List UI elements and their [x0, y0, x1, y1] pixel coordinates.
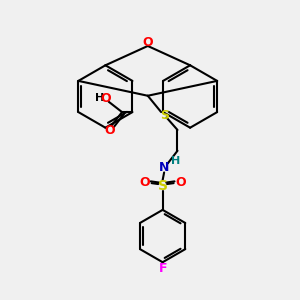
Text: N: N [159, 160, 169, 174]
Text: H: H [171, 156, 180, 166]
Text: O: O [176, 176, 186, 189]
Text: O: O [100, 92, 111, 105]
Text: S: S [158, 178, 168, 193]
Text: O: O [142, 36, 153, 49]
Text: S: S [160, 109, 169, 122]
Text: O: O [139, 176, 149, 189]
Text: H: H [94, 92, 104, 103]
Text: O: O [105, 124, 116, 137]
Text: F: F [158, 262, 167, 275]
